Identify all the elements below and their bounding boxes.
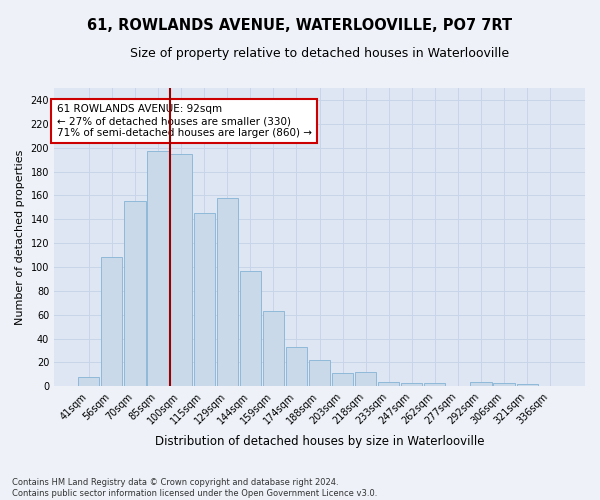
Bar — [239, 270, 261, 386]
Bar — [263, 311, 284, 386]
Y-axis label: Number of detached properties: Number of detached properties — [15, 150, 25, 325]
Text: 61, ROWLANDS AVENUE, WATERLOOVILLE, PO7 7RT: 61, ROWLANDS AVENUE, WATERLOOVILLE, PO7 … — [88, 18, 512, 32]
Bar — [124, 202, 146, 386]
Bar — [148, 152, 169, 386]
Bar — [217, 198, 238, 386]
Bar — [78, 377, 100, 386]
Bar — [355, 372, 376, 386]
Bar — [470, 382, 491, 386]
Bar — [378, 382, 400, 386]
Bar — [401, 382, 422, 386]
Bar — [493, 382, 515, 386]
Bar — [170, 154, 191, 386]
Bar — [194, 214, 215, 386]
Bar — [332, 373, 353, 386]
Text: 61 ROWLANDS AVENUE: 92sqm
← 27% of detached houses are smaller (330)
71% of semi: 61 ROWLANDS AVENUE: 92sqm ← 27% of detac… — [56, 104, 311, 138]
X-axis label: Distribution of detached houses by size in Waterlooville: Distribution of detached houses by size … — [155, 434, 484, 448]
Bar — [286, 347, 307, 387]
Bar — [517, 384, 538, 386]
Bar — [424, 382, 445, 386]
Bar — [309, 360, 330, 386]
Title: Size of property relative to detached houses in Waterlooville: Size of property relative to detached ho… — [130, 48, 509, 60]
Text: Contains HM Land Registry data © Crown copyright and database right 2024.
Contai: Contains HM Land Registry data © Crown c… — [12, 478, 377, 498]
Bar — [101, 258, 122, 386]
